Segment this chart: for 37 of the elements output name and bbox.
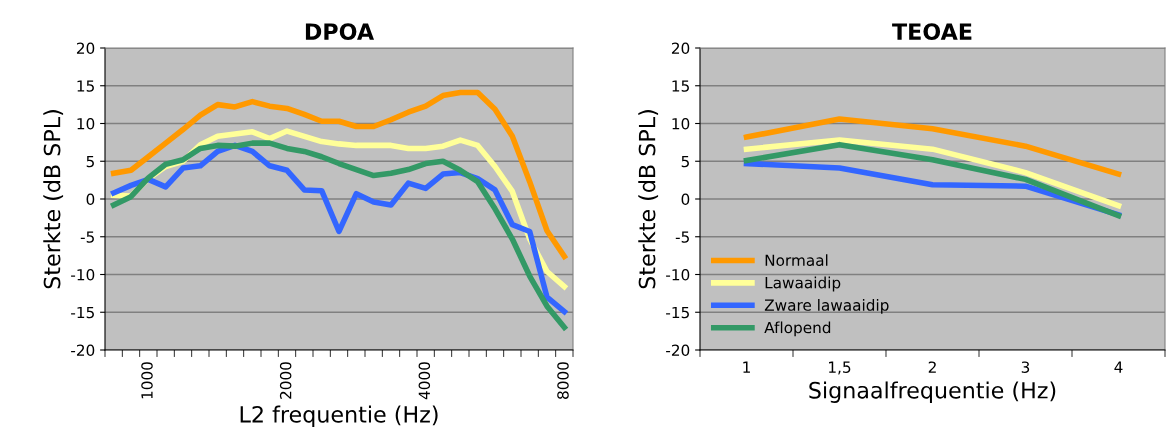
x-axis-title: L2 frequentie (Hz)	[240, 405, 438, 428]
y-tick-label: -10	[666, 268, 690, 281]
y-tick-label: -15	[666, 306, 689, 319]
y-tick-label: -5	[675, 231, 689, 243]
legend-label: Lawaaidip	[765, 276, 841, 292]
y-tick-label: 0	[681, 193, 690, 206]
y-tick-label: -20	[71, 344, 95, 357]
y-tick-label: 10	[77, 117, 95, 130]
x-tick-label: 4000	[418, 362, 431, 400]
y-tick-label: -10	[71, 268, 95, 281]
legend-label: Aflopend	[764, 321, 831, 337]
x-tick-label: 3	[1021, 361, 1030, 373]
chart-title: TEOAE	[892, 23, 972, 40]
x-tick-label: 1	[743, 361, 750, 373]
y-tick-label: 10	[672, 117, 690, 130]
y-tick-label: 5	[681, 155, 689, 168]
x-axis-title: Signaalfrequentie (Hz)	[809, 381, 1056, 403]
legend-label: Zware lawaaidip	[764, 299, 889, 314]
y-tick-label: -20	[666, 344, 690, 357]
y-tick-label: -5	[80, 231, 94, 243]
chart-title: DPOA	[305, 23, 375, 40]
y-tick-label: 5	[86, 155, 94, 168]
x-tick-label: 2000	[279, 362, 292, 399]
y-tick-label: 0	[86, 193, 95, 206]
x-tick-label: 4	[1114, 361, 1123, 373]
x-tick-label: 2	[928, 361, 936, 373]
y-tick-label: -15	[71, 306, 94, 319]
y-tick-label: 15	[77, 80, 94, 92]
y-tick-label: 20	[76, 42, 95, 55]
x-tick-label: 1,5	[829, 361, 851, 375]
legend-label: Normaal	[765, 254, 828, 267]
y-tick-label: 15	[672, 80, 689, 92]
x-tick-label: 1000	[141, 362, 153, 399]
x-tick-label: 8000	[557, 362, 569, 399]
y-axis-title: Sterkte (dB SPL)	[43, 110, 64, 289]
y-axis-title: Sterkte (dB SPL)	[638, 110, 659, 289]
y-tick-label: 20	[671, 42, 690, 55]
